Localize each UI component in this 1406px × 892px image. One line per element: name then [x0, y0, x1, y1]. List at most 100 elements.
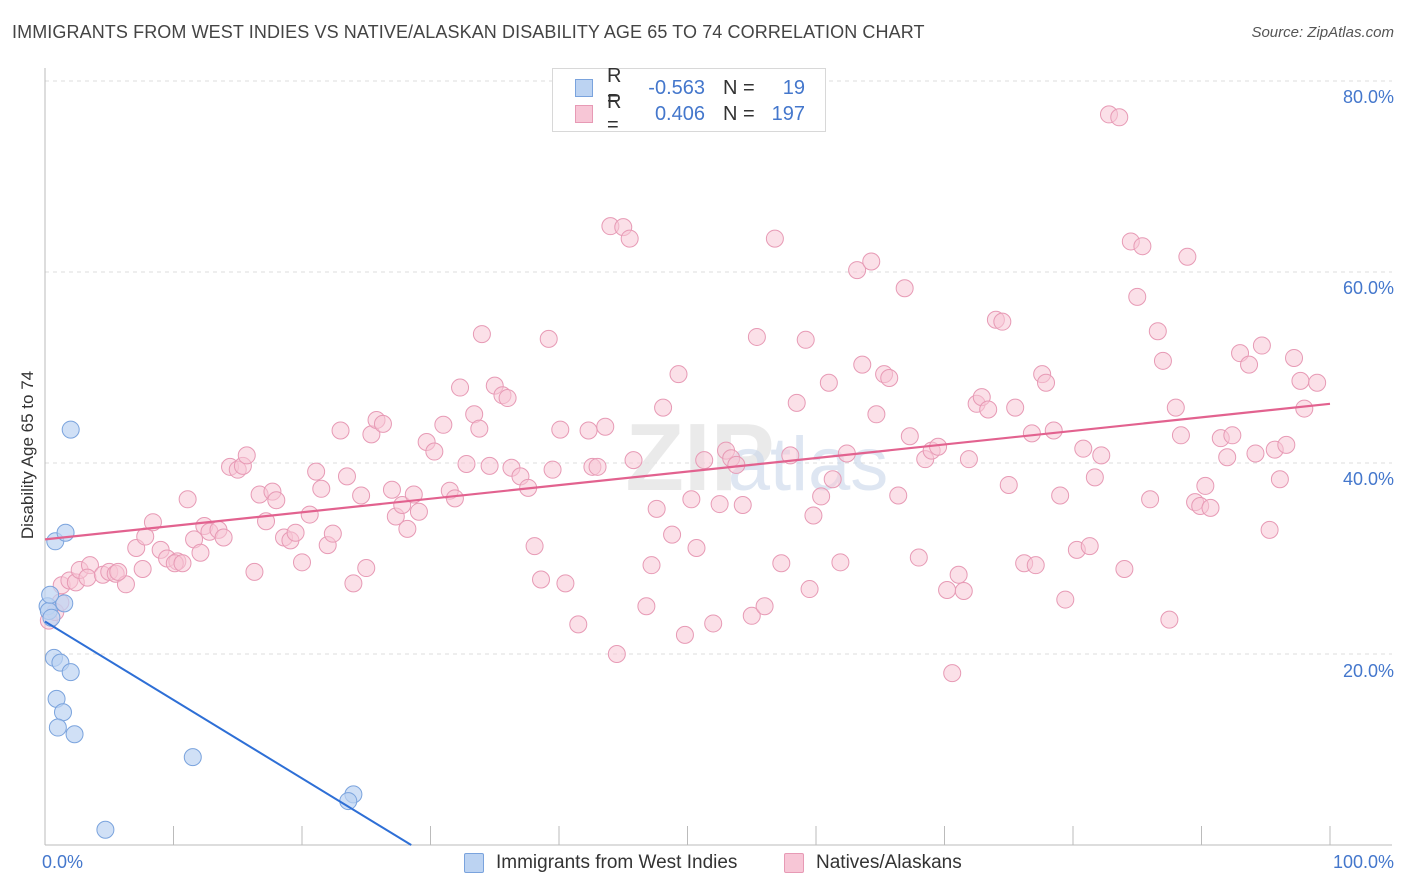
natives-point — [451, 378, 470, 397]
natives-point — [1252, 336, 1271, 355]
natives-point — [525, 537, 544, 556]
natives-point — [312, 479, 331, 498]
west-indies-point — [61, 420, 80, 439]
natives-point — [999, 475, 1018, 494]
natives-point — [214, 528, 233, 547]
natives-point — [445, 489, 464, 508]
chart-title: IMMIGRANTS FROM WEST INDIES VS NATIVE/AL… — [12, 22, 925, 42]
west-indies-trendline — [44, 620, 412, 846]
legend-r-label: R = — [607, 65, 622, 110]
natives-point — [1291, 371, 1310, 390]
natives-point — [1085, 468, 1104, 487]
natives-point — [1277, 435, 1296, 454]
legend-n-label: N = — [723, 76, 755, 99]
natives-point — [409, 502, 428, 521]
natives-points — [39, 105, 1327, 683]
natives-point — [1178, 247, 1197, 266]
natives-point — [109, 562, 128, 581]
west-indies-point — [41, 585, 60, 604]
natives-point — [1080, 537, 1099, 556]
natives-point — [543, 460, 562, 479]
natives-point — [1037, 373, 1056, 392]
west-indies-point — [183, 748, 202, 767]
natives-point — [620, 229, 639, 248]
natives-point — [498, 389, 517, 408]
natives-point — [1051, 486, 1070, 505]
natives-point — [579, 421, 598, 440]
natives-point — [1092, 446, 1111, 465]
legend-swatch-blue — [464, 853, 484, 873]
natives-point — [425, 442, 444, 461]
gridlines — [45, 80, 1392, 655]
natives-point — [1270, 470, 1289, 489]
natives-point — [1295, 399, 1314, 418]
legend-r-value: -0.563 — [648, 76, 705, 99]
natives-point — [710, 495, 729, 514]
legend-r-label: R = — [607, 91, 622, 136]
natives-point — [357, 559, 376, 578]
natives-point — [556, 574, 575, 593]
natives-point — [704, 614, 723, 633]
natives-point — [344, 574, 363, 593]
natives-point — [695, 451, 714, 470]
natives-point — [596, 417, 615, 436]
west-indies-point — [65, 725, 84, 744]
natives-point — [949, 565, 968, 584]
natives-point — [1246, 444, 1265, 463]
natives-point — [1196, 476, 1215, 495]
source-label: Source: ZipAtlas.com — [1251, 24, 1394, 41]
natives-point — [765, 229, 784, 248]
natives-point — [286, 523, 305, 542]
natives-point — [323, 524, 342, 543]
natives-point — [880, 369, 899, 388]
natives-point — [337, 467, 356, 486]
west-indies-point — [42, 608, 61, 627]
natives-point — [551, 420, 570, 439]
natives-point — [663, 525, 682, 544]
legend-row-west-indies: R = -0.563 N = 19 — [575, 65, 805, 110]
natives-point — [267, 491, 286, 510]
natives-point — [588, 457, 607, 476]
natives-point — [191, 543, 210, 562]
natives-point — [647, 499, 666, 518]
natives-point — [434, 415, 453, 434]
natives-point — [993, 312, 1012, 331]
natives-point — [1166, 398, 1185, 417]
natives-point — [457, 454, 476, 473]
natives-point — [900, 427, 919, 446]
legend-r-value: 0.406 — [654, 102, 705, 125]
natives-point — [812, 487, 831, 506]
natives-point — [848, 261, 867, 280]
natives-point — [607, 645, 626, 663]
natives-point — [1153, 351, 1172, 370]
west-indies-point — [96, 820, 115, 839]
legend-swatch-pink — [575, 105, 593, 123]
natives-point — [382, 480, 401, 499]
natives-point — [173, 554, 192, 573]
axes — [44, 68, 1392, 846]
natives-point — [831, 553, 850, 572]
natives-point — [654, 398, 673, 417]
stats-legend: R = -0.563 N = 19 R = 0.406 N = 197 — [552, 65, 826, 136]
natives-point — [1240, 355, 1259, 374]
legend-item-natives: Natives/Alaskans — [784, 852, 962, 874]
legend-n-value: 19 — [782, 76, 805, 99]
natives-point — [352, 486, 371, 505]
y-tick-80: 80.0% — [1342, 87, 1394, 107]
natives-point — [480, 456, 499, 475]
y-tick-60: 60.0% — [1342, 278, 1394, 298]
natives-point — [1171, 426, 1190, 445]
west-indies-point — [61, 663, 80, 682]
natives-point — [133, 560, 152, 579]
natives-point — [733, 496, 752, 515]
natives-point — [1141, 490, 1160, 509]
natives-point — [687, 538, 706, 557]
legend-series-label: Immigrants from West Indies — [496, 852, 738, 873]
y-tick-40: 40.0% — [1342, 469, 1394, 489]
natives-point — [1128, 287, 1147, 306]
natives-point — [1285, 348, 1304, 367]
natives-point — [889, 486, 908, 505]
natives-point — [1022, 424, 1041, 443]
x-tick-min: 0.0% — [42, 852, 84, 872]
natives-point — [293, 553, 311, 572]
